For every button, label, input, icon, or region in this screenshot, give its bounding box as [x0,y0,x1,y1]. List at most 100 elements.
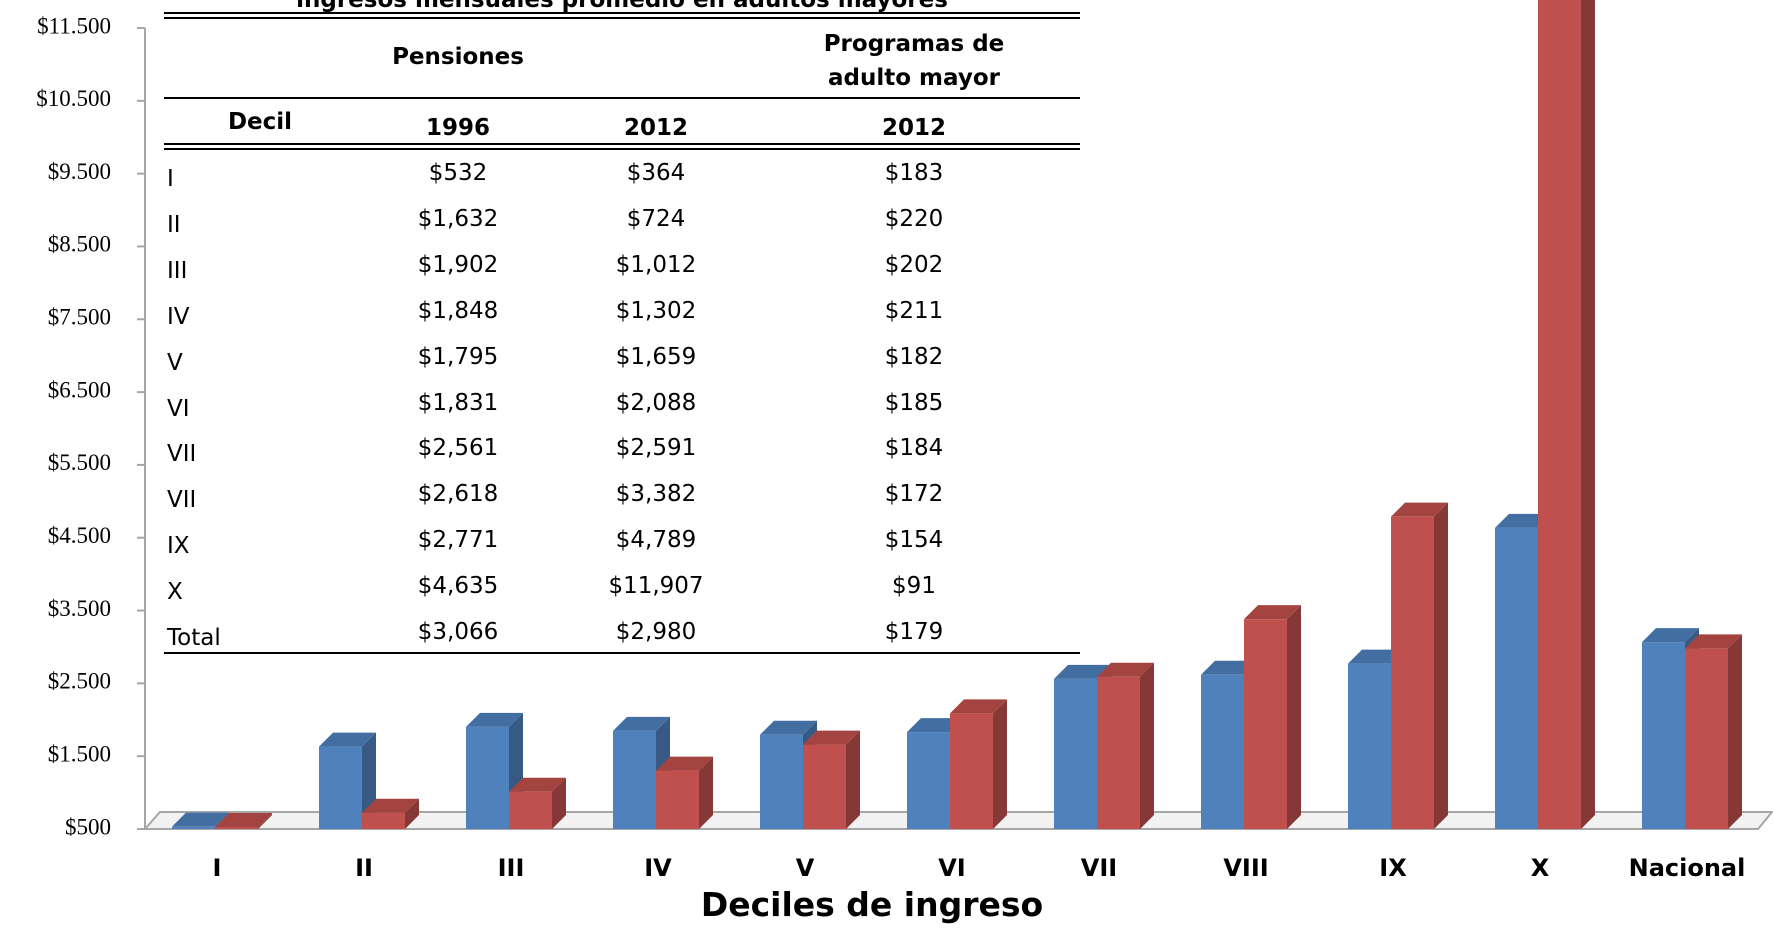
rule [164,148,1080,150]
bar-side [699,756,713,829]
rule [164,17,1080,19]
table-cell: $2,591 [615,435,697,462]
table-cell: $1,831 [417,389,499,416]
bar [1495,527,1538,829]
bar-side [258,813,272,829]
x-tick-label: I [213,854,222,882]
bar-top [1642,628,1699,643]
table-cell: $2,618 [417,481,499,508]
table-cell: II [167,211,181,238]
bar-top [1054,664,1111,679]
bar [1642,642,1685,829]
table-cell: $4,635 [417,573,499,600]
rule [164,652,1080,654]
table-cell: $202 [884,251,944,278]
table-cell: $184 [884,435,944,462]
bar [760,734,803,829]
table-cell: $182 [884,343,944,370]
group-header: Pensiones [392,44,524,70]
bar-top [1495,513,1552,528]
y-tick-label: $7.500 [48,305,111,330]
bar [319,746,362,829]
y-tick-label: $11.500 [37,13,111,38]
bar-top [362,798,419,813]
x-tick-label: Nacional [1629,854,1746,882]
table-cell: $211 [884,297,944,324]
table-cell: $1,659 [615,343,697,370]
table-cell: VII [167,487,197,514]
bar [1097,676,1140,829]
bar-top [613,716,670,731]
table-cell: III [167,257,188,284]
bar-side [1434,502,1448,829]
bar-top [172,812,229,827]
table-cell: $364 [626,160,686,186]
bar-top [1244,605,1301,620]
bar [1201,674,1244,829]
bar-top [1685,634,1742,649]
y-tick-label: $9.500 [48,159,111,184]
table-cell: $2,771 [417,527,499,554]
bar [907,732,950,829]
bar [172,826,215,829]
table-cell: $1,902 [417,251,499,278]
bar-side [552,777,566,829]
table-cell: $2,088 [615,389,697,416]
table-cell: $1,848 [417,297,499,324]
bar [950,713,993,829]
x-tick-label: III [498,854,525,882]
bar [1348,663,1391,829]
table-cell: $2,980 [615,619,697,645]
bar-top [1391,502,1448,517]
x-tick-label: VIII [1223,854,1268,882]
column-header: 1996 [425,115,491,141]
rule [164,97,1080,99]
x-tick-label: II [355,854,373,882]
bar-side [1287,605,1301,829]
bar [656,770,699,829]
table-cell: $220 [884,205,944,232]
table-cell: VI [167,395,190,422]
column-header: 2012 [623,115,689,141]
rule [164,12,1080,14]
bar-top [466,712,523,727]
table-cell: $91 [892,573,936,600]
table-cell: $183 [884,160,944,186]
bar-top [1348,649,1405,664]
bar-top [1201,660,1258,675]
bar [1244,619,1287,829]
y-tick-label: $2.500 [48,669,111,694]
bar-top [803,730,860,745]
bar [1685,648,1728,829]
x-tick-label: VI [938,854,966,882]
column-header: 2012 [881,115,947,141]
bar-top [760,720,817,735]
x-tick-label: IV [644,854,672,882]
table-cell: $154 [884,527,944,554]
table-cell: V [167,349,183,376]
table-cell: Total [167,625,221,651]
x-tick-label: X [1531,854,1550,882]
table-cell: I [167,166,174,192]
bar-side [1140,662,1154,829]
bar [215,827,258,829]
table-cell: IX [167,533,190,560]
table-cell: $1,795 [417,343,499,370]
table-cell: $724 [626,205,686,232]
bar-side [1581,0,1595,829]
y-tick-label: $1.500 [48,741,111,766]
table-cell: $1,632 [417,205,499,232]
table-cell: $532 [428,160,488,186]
y-tick-label: $4.500 [48,523,111,548]
bar-top [319,732,376,747]
bar-top [907,718,964,733]
table-cell: $179 [884,619,944,645]
x-tick-label: VII [1081,854,1117,882]
bar-top [215,813,272,827]
bar-top [1097,662,1154,677]
rule [164,143,1080,145]
group-header: Programas de adulto mayor [823,31,1005,91]
table-cell: $172 [884,481,944,508]
table-cell: VII [167,441,197,468]
